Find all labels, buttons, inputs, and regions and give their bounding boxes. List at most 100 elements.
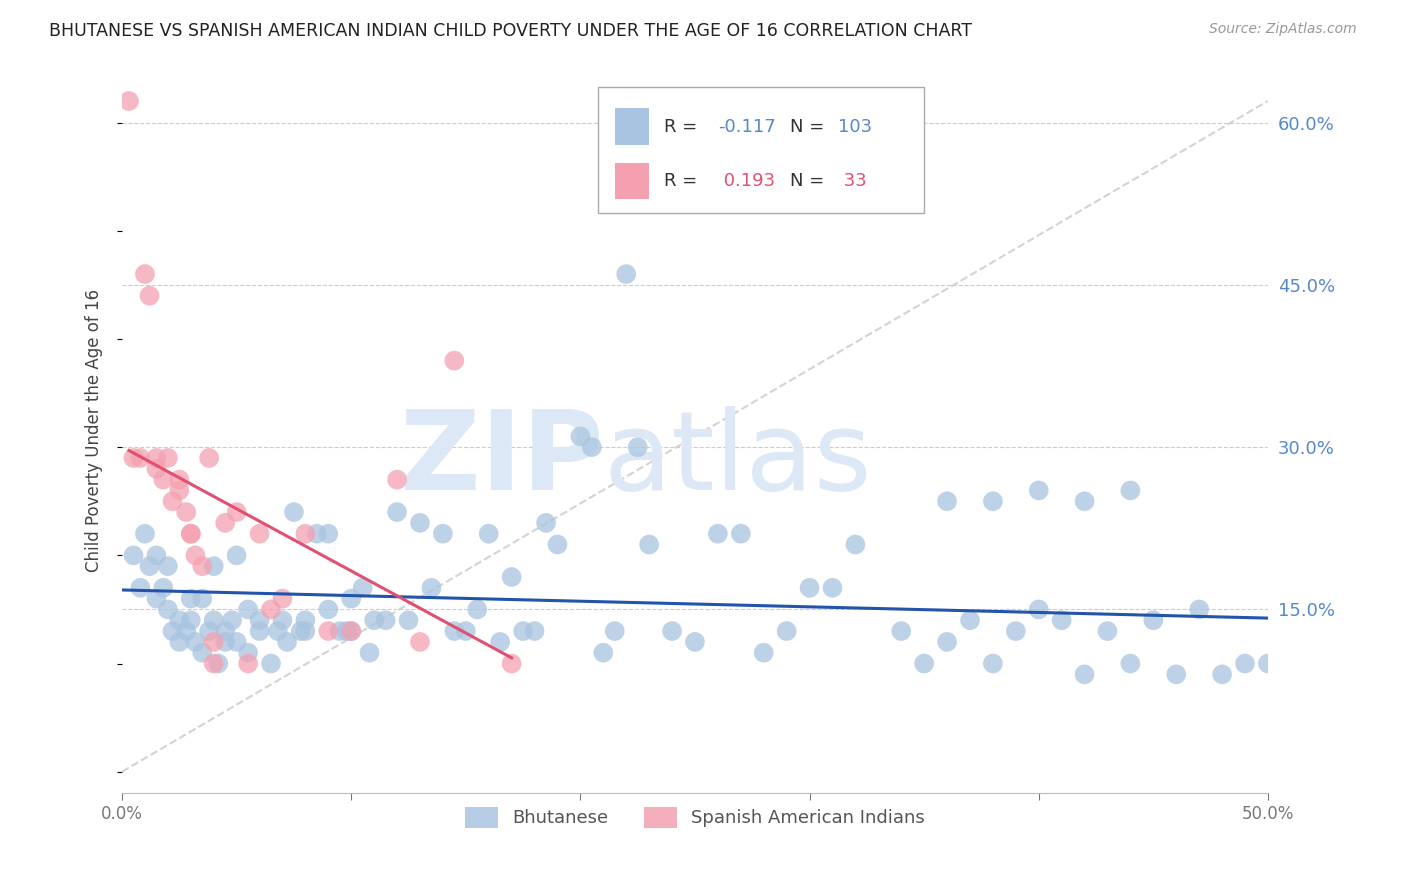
Point (134, 267, 156, 281)
Y-axis label: Child Poverty Under the Age of 16: Child Poverty Under the Age of 16 (86, 289, 103, 573)
Point (145, 462, 167, 476)
Point (730, 526, 752, 541)
Point (145, 549, 167, 563)
Point (294, 613, 316, 627)
Point (180, 526, 202, 541)
Point (283, 505, 305, 519)
Point (443, 353, 465, 368)
Text: BHUTANESE VS SPANISH AMERICAN INDIAN CHILD POVERTY UNDER THE AGE OF 16 CORRELATI: BHUTANESE VS SPANISH AMERICAN INDIAN CHI… (49, 22, 972, 40)
Point (340, 591, 363, 606)
Point (236, 657, 259, 671)
Point (603, 624, 626, 638)
Point (318, 526, 340, 541)
Point (156, 559, 179, 574)
Point (890, 624, 912, 638)
Point (1050, 613, 1073, 627)
Point (236, 602, 259, 616)
Point (581, 440, 603, 454)
Point (1004, 624, 1026, 638)
Point (184, 549, 207, 563)
Point (959, 613, 981, 627)
Point (336, 624, 359, 638)
Point (198, 624, 221, 638)
Point (329, 624, 352, 638)
Text: ZIP: ZIP (399, 407, 603, 514)
Point (174, 624, 197, 638)
Point (169, 473, 191, 487)
Point (180, 613, 202, 627)
Point (162, 494, 184, 508)
Point (184, 635, 207, 649)
Point (214, 635, 236, 649)
Point (409, 635, 432, 649)
Text: N =: N = (790, 172, 830, 190)
Point (454, 624, 477, 638)
Point (202, 559, 225, 574)
Point (225, 635, 247, 649)
Point (118, 94, 141, 108)
Point (1257, 657, 1279, 671)
Point (981, 657, 1004, 671)
Point (249, 526, 271, 541)
Point (936, 635, 959, 649)
Point (138, 559, 160, 574)
Point (501, 657, 523, 671)
Point (385, 473, 408, 487)
Point (236, 646, 259, 660)
Point (214, 516, 236, 530)
Point (1097, 624, 1119, 638)
Point (271, 591, 294, 606)
Point (1119, 483, 1142, 498)
Point (821, 581, 844, 595)
Text: 0.193: 0.193 (718, 172, 775, 190)
Point (627, 440, 650, 454)
Point (512, 624, 534, 638)
Bar (614, 109, 650, 145)
Point (249, 624, 271, 638)
Point (191, 559, 214, 574)
Text: N =: N = (790, 118, 830, 136)
Point (249, 613, 271, 627)
Point (661, 624, 683, 638)
Point (129, 450, 152, 465)
Point (489, 635, 512, 649)
Point (260, 657, 283, 671)
Point (174, 505, 197, 519)
Point (352, 581, 374, 595)
Point (478, 526, 501, 541)
Point (340, 624, 363, 638)
Point (398, 613, 420, 627)
Point (569, 429, 592, 443)
Point (1211, 667, 1233, 681)
Point (145, 450, 167, 465)
Point (523, 624, 546, 638)
Point (152, 473, 174, 487)
Point (638, 537, 661, 551)
Point (180, 526, 202, 541)
Point (134, 526, 156, 541)
Point (420, 581, 443, 595)
Point (202, 613, 225, 627)
Point (614, 267, 637, 281)
Point (162, 624, 184, 638)
Point (202, 657, 225, 671)
Point (169, 613, 191, 627)
Point (936, 494, 959, 508)
Point (225, 505, 247, 519)
Text: R =: R = (664, 118, 703, 136)
Point (752, 646, 775, 660)
Point (276, 635, 298, 649)
Point (775, 624, 797, 638)
Point (363, 613, 385, 627)
Text: atlas: atlas (603, 407, 872, 514)
Point (981, 494, 1004, 508)
Point (122, 549, 145, 563)
Point (294, 526, 316, 541)
Point (122, 450, 145, 465)
Point (290, 624, 312, 638)
Point (534, 516, 557, 530)
Point (385, 505, 408, 519)
Point (145, 591, 167, 606)
Point (318, 624, 340, 638)
Point (683, 635, 706, 649)
